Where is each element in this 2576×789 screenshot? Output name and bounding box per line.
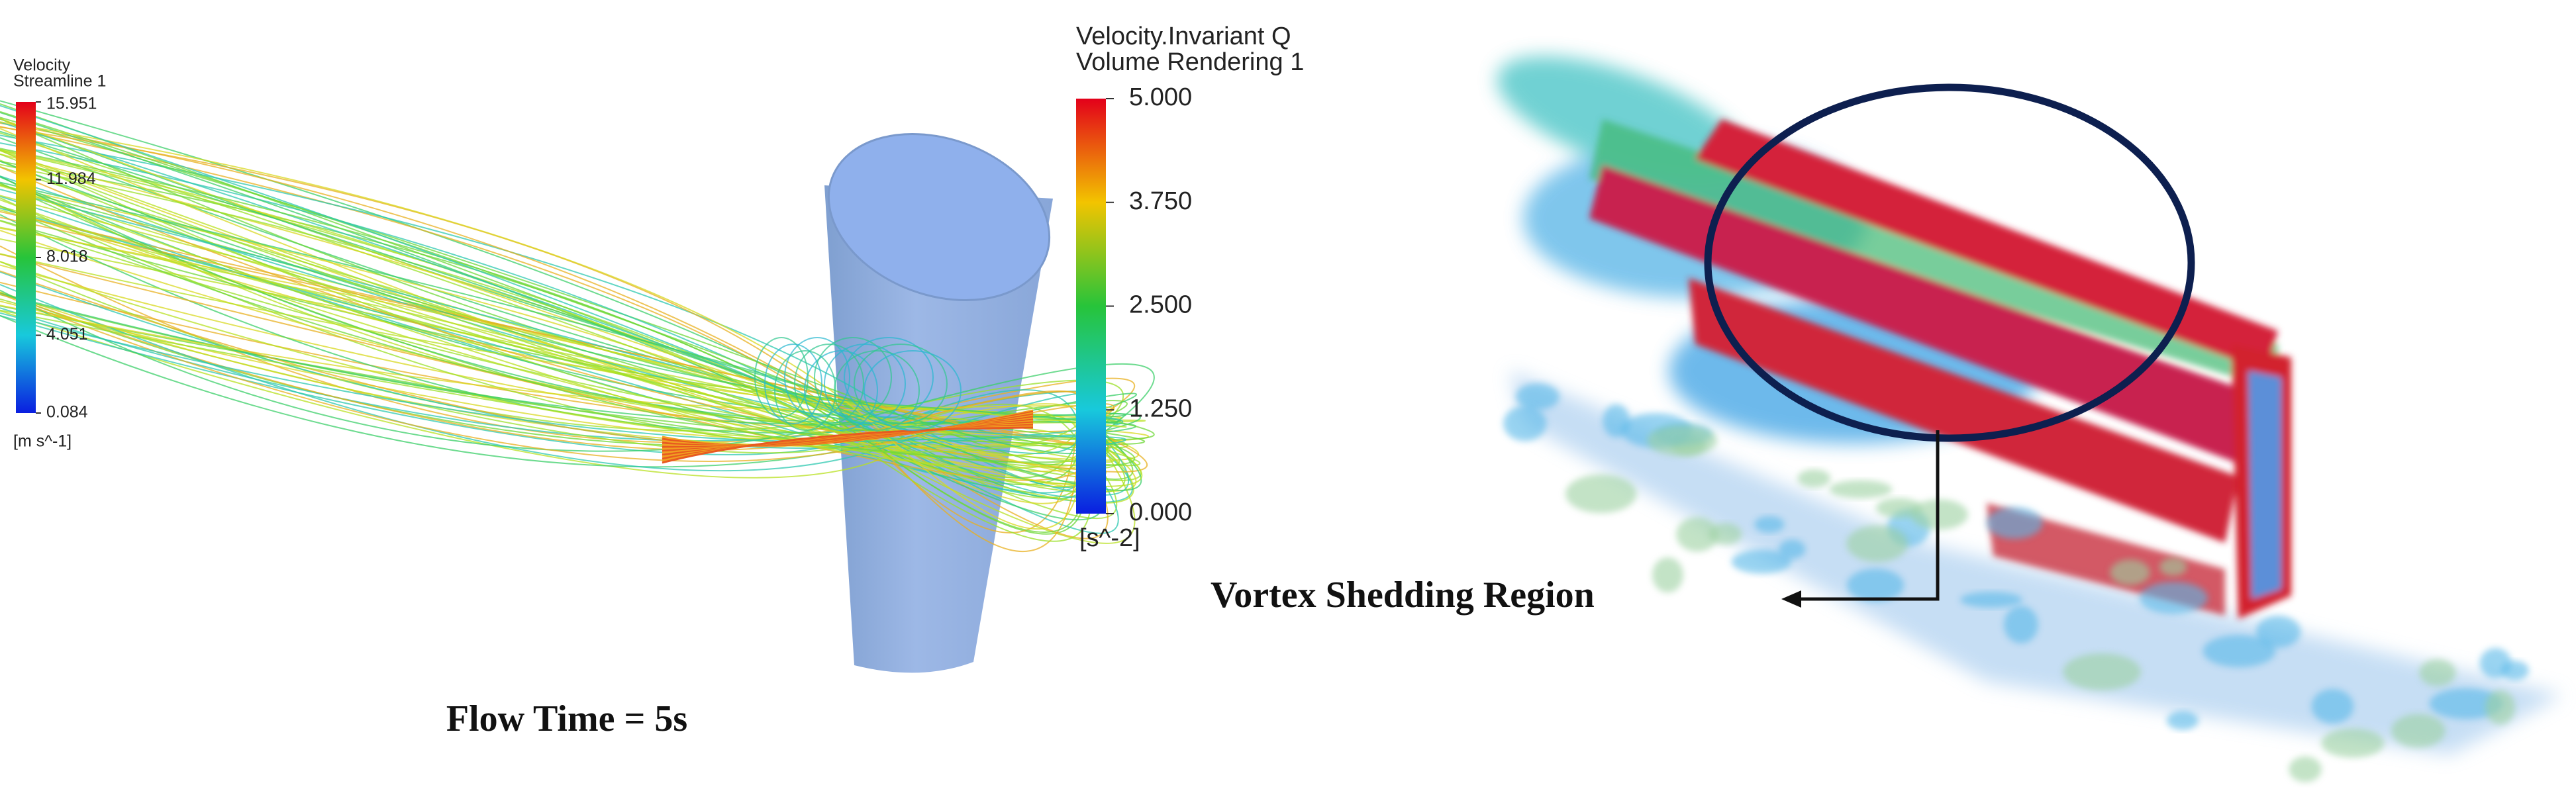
legend-title: Velocity.Invariant Q — [1076, 23, 1291, 50]
blob — [1847, 569, 1905, 602]
blob — [2479, 648, 2512, 678]
streamline — [0, 199, 1143, 487]
streamline — [0, 148, 1080, 457]
streamline — [0, 142, 1119, 534]
vortex-loop — [754, 337, 809, 418]
blob — [1565, 474, 1637, 514]
tick-label: 0.000 — [1129, 498, 1192, 526]
blob — [2391, 714, 2446, 748]
streamline — [0, 284, 1094, 472]
blob — [1829, 480, 1893, 498]
blob — [1676, 517, 1718, 552]
legend-subtitle: Streamline 1 — [13, 72, 106, 91]
streamline — [0, 184, 1083, 504]
blob — [2159, 557, 2187, 577]
tick-label: 0.084 — [46, 403, 88, 422]
colorbar — [16, 102, 36, 413]
colorbar — [1076, 99, 1106, 514]
vortex-loop — [804, 350, 878, 431]
vortex-loop — [784, 337, 850, 418]
streamline — [0, 207, 1086, 494]
streamline — [0, 121, 1082, 530]
blob — [1731, 549, 1792, 574]
legend-unit: [s^-2] — [1079, 524, 1140, 552]
streamline — [0, 126, 1080, 553]
blob — [1709, 523, 1742, 545]
blob — [1754, 516, 1785, 533]
blob — [2289, 756, 2322, 782]
arrow-head — [1781, 590, 1801, 608]
tick-label: 8.018 — [46, 248, 88, 266]
blob — [1647, 425, 1717, 456]
streamline — [0, 182, 1136, 467]
blob — [1846, 525, 1908, 562]
streamline — [0, 289, 1155, 452]
streamline — [0, 166, 1148, 473]
blob — [2063, 653, 2141, 690]
blob — [1779, 539, 1806, 559]
blob — [2110, 559, 2150, 586]
annotation: Vortex Shedding Region — [1211, 575, 1595, 616]
region-ellipse — [1704, 83, 2195, 442]
streamline — [0, 112, 1105, 521]
legend-subtitle: Volume Rendering 1 — [1076, 48, 1304, 76]
blob — [2321, 728, 2385, 758]
streamline — [0, 128, 1093, 473]
annotation-arrow — [1796, 430, 1940, 601]
streamline — [0, 304, 1115, 417]
tick-label: 5.000 — [1129, 83, 1192, 111]
blob — [2004, 606, 2038, 643]
blob — [2167, 711, 2199, 730]
blob — [1875, 498, 1922, 518]
blob — [1960, 592, 2023, 608]
caption: Flow Time = 5s — [446, 698, 687, 739]
vortex-loop — [834, 350, 920, 431]
tick-label: 15.951 — [46, 95, 97, 113]
blob — [1503, 406, 1547, 441]
streamlines — [0, 100, 1155, 553]
blob — [2311, 688, 2354, 724]
streamline — [0, 314, 1137, 468]
blob — [1515, 383, 1560, 410]
blob — [1986, 506, 2043, 539]
vortex-loop — [794, 344, 864, 424]
streamline — [0, 134, 1089, 488]
blob — [1797, 469, 1831, 488]
streamline — [0, 227, 1089, 467]
vortex-loop — [814, 337, 892, 418]
streamline — [0, 122, 1109, 539]
blob — [1652, 557, 1683, 593]
blob — [2203, 635, 2276, 668]
blob — [2429, 688, 2503, 719]
vortex-loop — [844, 337, 934, 418]
blob — [2419, 659, 2456, 686]
blob — [1910, 499, 1968, 530]
vortex-loop — [864, 350, 962, 431]
tick-label: 1.250 — [1129, 394, 1192, 422]
tick-label: 3.750 — [1129, 187, 1192, 215]
tick-label: 11.984 — [46, 169, 96, 188]
legend-unit: [m s^-1] — [13, 432, 72, 451]
vortex-loop — [764, 344, 822, 424]
blob — [2255, 616, 2301, 648]
tick-label: 4.051 — [46, 325, 88, 344]
vortex-loop — [854, 344, 948, 424]
blob — [2139, 581, 2208, 614]
tick-label: 2.500 — [1129, 291, 1192, 319]
blob — [2485, 690, 2515, 725]
streamline — [0, 154, 1126, 494]
streamline — [662, 426, 1034, 464]
vortex-loop — [774, 350, 836, 431]
volume-rendering — [1497, 56, 2563, 782]
streamline — [0, 163, 1092, 542]
legend-title: Velocity — [13, 56, 71, 75]
